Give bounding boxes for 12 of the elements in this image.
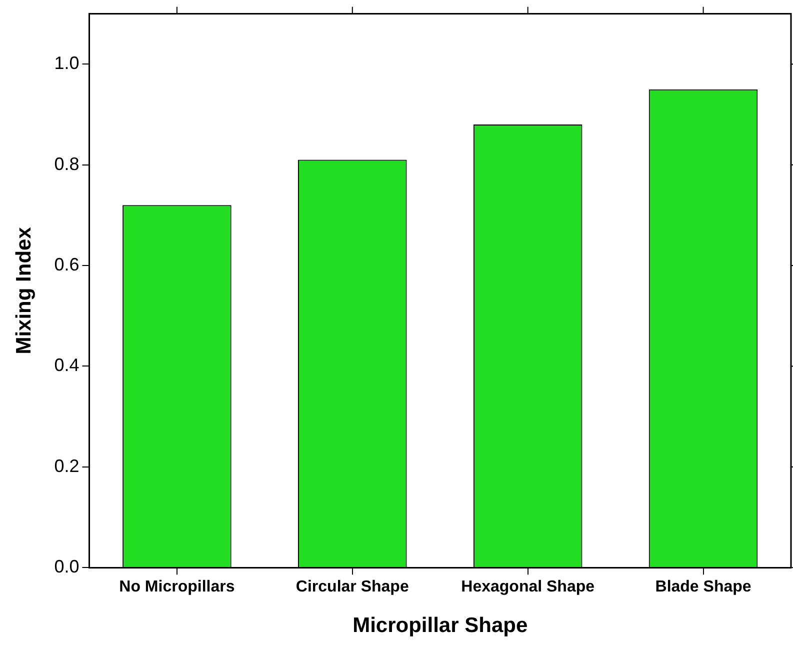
- x-tick-label: Circular Shape: [296, 578, 409, 596]
- y-tick-label: 0.4: [54, 355, 80, 376]
- y-tick-label: 0.2: [54, 456, 80, 476]
- x-tick-label: No Micropillars: [119, 578, 235, 596]
- y-tick-label: 0.8: [54, 154, 80, 174]
- y-tick-label: 0.6: [54, 254, 80, 274]
- y-axis-title: Mixing Index: [12, 226, 36, 354]
- y-tick-label: 0.0: [54, 556, 80, 577]
- x-axis-title: Micropillar Shape: [352, 614, 528, 638]
- x-tick-label: Hexagonal Shape: [461, 578, 595, 596]
- y-tick-label: 1.0: [54, 53, 80, 74]
- x-tick-label: Blade Shape: [655, 578, 752, 596]
